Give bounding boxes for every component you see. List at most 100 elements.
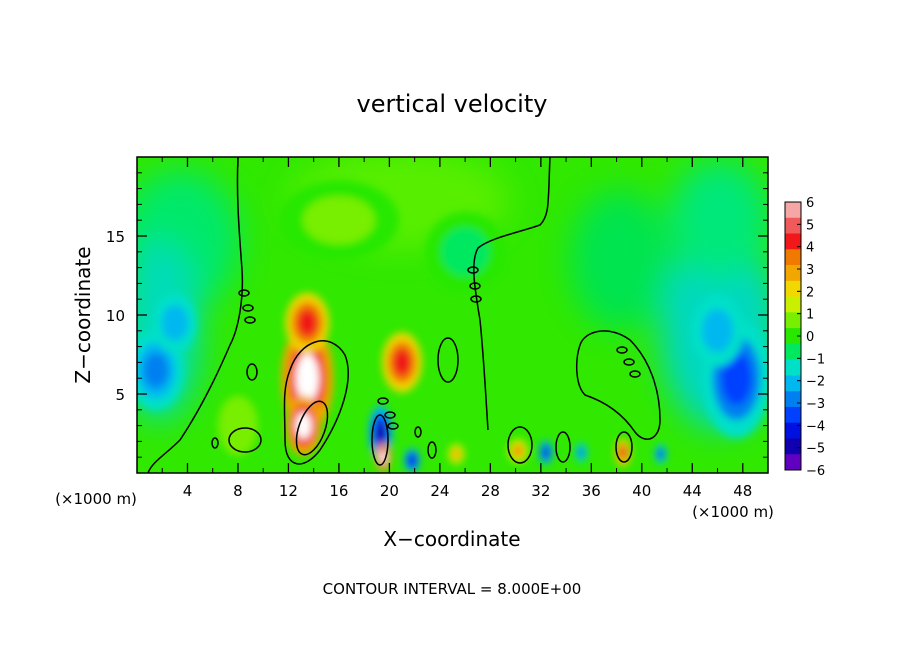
contour-dash-4 (467, 266, 479, 274)
field-cell-layer (295, 412, 312, 440)
contour-loop-d (371, 414, 389, 466)
colorbar-swatch (785, 249, 801, 266)
colorbar-swatch (785, 265, 801, 282)
field-cell (152, 292, 197, 353)
colorbar-swatch (785, 454, 801, 471)
contour-dash-2 (242, 304, 254, 312)
colorbar-tick-label: −5 (806, 442, 825, 457)
field-cell-layer (408, 454, 416, 466)
colorbar-tick-label: 0 (806, 330, 814, 345)
contour-loop-h (414, 426, 422, 438)
colorbar-swatch (785, 375, 801, 392)
colorbar-swatch (785, 312, 801, 329)
colorbar-swatch (785, 202, 801, 219)
x-axis-label: X−coordinate (383, 527, 520, 551)
field-cell (654, 444, 667, 465)
contour-loop-right (575, 330, 661, 440)
contour-loop-a (246, 363, 258, 381)
colorbar-tick-label: −1 (806, 352, 825, 367)
field-cell (448, 444, 465, 465)
field-cell-layer (542, 447, 550, 458)
field-cell (425, 211, 506, 292)
contour-dash-5 (469, 282, 481, 290)
velocity-field (137, 157, 768, 473)
x-tick-label: 44 (683, 482, 702, 500)
colorbar-swatch (785, 343, 801, 361)
colorbar-swatch (785, 438, 801, 455)
field-cell-layer (619, 446, 627, 459)
colorbar-swatch (785, 217, 801, 235)
colorbar-tick-label: −2 (806, 375, 825, 390)
colorbar-tick-label: −4 (806, 419, 825, 434)
field-cell (691, 294, 744, 367)
field-cell-layer (658, 449, 664, 459)
field-region-mid-right (570, 190, 670, 330)
field-cell (575, 442, 588, 463)
contour-dash-9 (629, 370, 641, 378)
contour-dash-1 (238, 289, 250, 297)
x-tick-label: 24 (430, 482, 449, 500)
field-cell-layer (375, 420, 386, 447)
field-cell-layer (452, 449, 460, 459)
field-cell-layer (701, 309, 734, 353)
y-tick-label: 10 (106, 307, 125, 325)
contour-dash-10 (377, 397, 389, 405)
x-tick-label: 8 (233, 482, 243, 500)
colorbar-swatch (785, 296, 801, 313)
contour-dash-7 (616, 346, 628, 354)
field-cell (614, 438, 631, 467)
contour-dash-11 (384, 411, 396, 419)
field-cell (217, 395, 258, 456)
field-cell (382, 332, 423, 393)
field-cell-layer (393, 348, 412, 376)
colorbar-swatch (785, 328, 801, 345)
field-cell (285, 292, 330, 353)
field-cell (538, 440, 553, 465)
field-cell-layer (721, 351, 752, 406)
colorbar-tick-label: −3 (806, 397, 825, 412)
field-cell-layer (295, 353, 320, 403)
x-tick-label: 32 (531, 482, 550, 500)
field-cell (137, 330, 184, 411)
contour-interval-note: CONTOUR INTERVAL = 8.000E+00 (323, 580, 582, 598)
contour-line-left (147, 157, 244, 473)
y-tick-label: 5 (115, 386, 125, 404)
field-cell-layer (577, 446, 585, 459)
contour-dash-8 (623, 358, 635, 366)
contour-loop-b (437, 337, 459, 383)
field-cell-layer (302, 196, 375, 245)
contour-loop-e (507, 426, 533, 464)
colorbar-tick-label: 6 (806, 196, 814, 211)
contour-loop-f (555, 431, 571, 463)
x-tick-label: 16 (329, 482, 348, 500)
x-unit-left: (×1000 m) (55, 490, 137, 508)
contour-loop-center (283, 340, 349, 465)
y-tick-label: 15 (106, 228, 125, 246)
colorbar-tick-label: 1 (806, 308, 814, 323)
contour-dash-3 (244, 316, 256, 324)
field-cell (375, 443, 392, 472)
colorbar-tick-label: −6 (806, 464, 825, 479)
contour-lines (147, 157, 661, 473)
colorbar-swatch (785, 406, 801, 424)
colorbar-tick-label: 2 (806, 285, 814, 300)
field-cell (508, 438, 529, 463)
chart-title: vertical velocity (357, 90, 548, 118)
x-tick-label: 20 (380, 482, 399, 500)
field-cell-layer (441, 227, 490, 276)
field-cell-layer (513, 445, 523, 457)
colorbar-swatch (785, 233, 801, 250)
contour-cell-white (295, 400, 329, 456)
field-cell-layer (143, 352, 169, 389)
contour-loop-i (211, 437, 219, 449)
x-tick-label: 40 (632, 482, 651, 500)
contour-loop-g (615, 431, 633, 463)
y-axis-label: Z−coordinate (71, 246, 95, 383)
colorbar-tick-label: 4 (806, 241, 814, 256)
field-cell-layer (297, 309, 318, 337)
colorbar-swatch (785, 359, 801, 376)
contour-loop-c (228, 427, 262, 453)
colorbar-tick-label: 5 (806, 218, 814, 233)
contour-dash-12 (387, 422, 399, 430)
